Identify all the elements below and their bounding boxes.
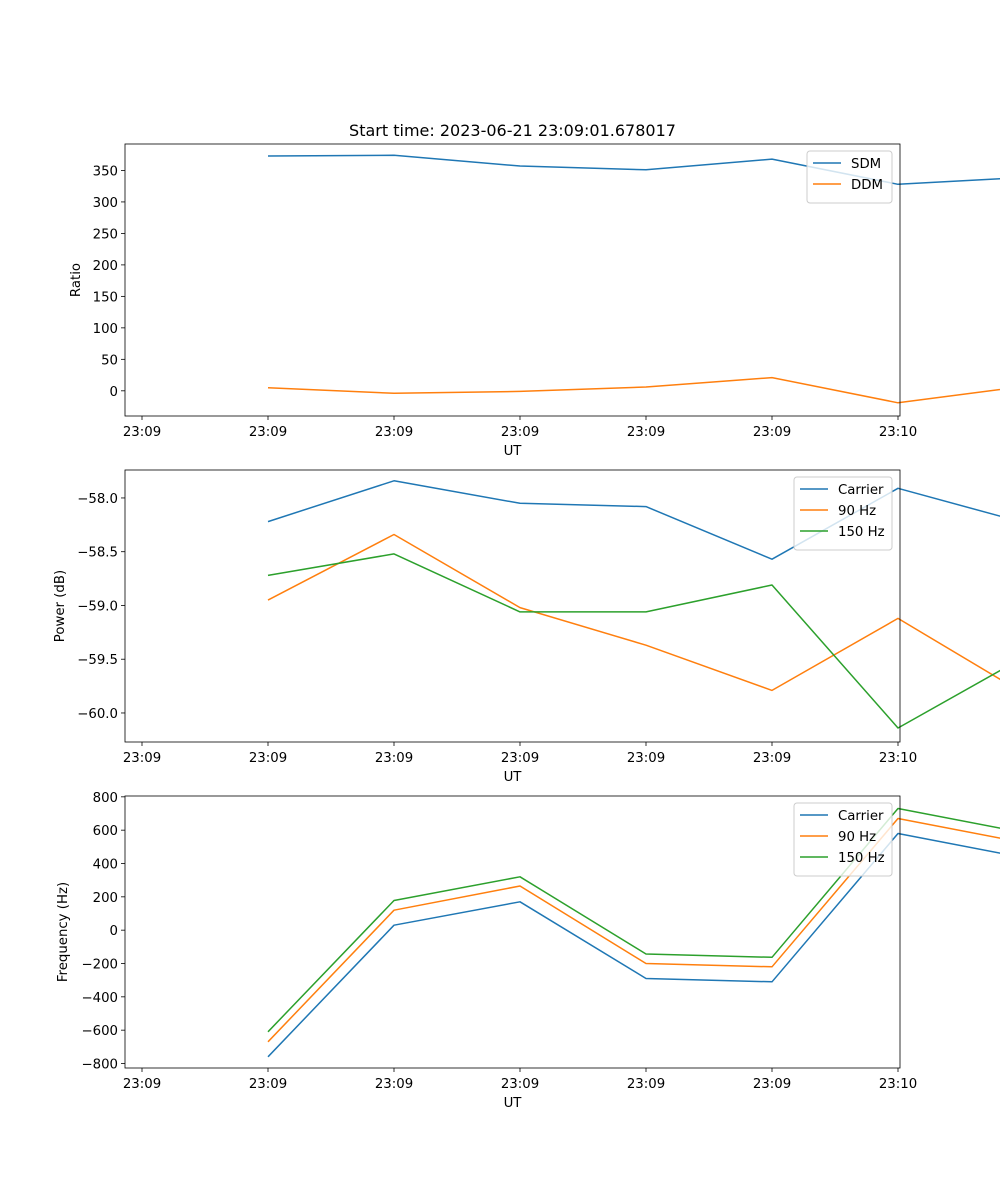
x-axis-label: UT [504,444,523,459]
x-axis-label: UT [504,1096,523,1111]
legend-label: 90 Hz [838,504,876,519]
y-tick-label: 250 [93,227,118,242]
x-tick-label: 23:09 [627,1077,665,1092]
x-tick-label: 23:10 [879,425,917,440]
y-tick-label: −60.0 [77,707,118,722]
x-tick-label: 23:09 [375,751,413,766]
y-tick-label: −400 [81,991,118,1006]
x-tick-label: 23:09 [627,751,665,766]
x-tick-label: 23:09 [753,751,791,766]
legend-label: SDM [851,157,881,172]
x-axis-label: UT [504,770,523,785]
series-line-150-hz [267,807,1000,1033]
x-tick-label: 23:09 [375,1077,413,1092]
series-line-carrier [267,832,1000,1058]
x-tick-label: 23:09 [123,1077,161,1092]
y-tick-label: 400 [93,858,118,873]
x-tick-label: 23:09 [249,751,287,766]
x-tick-label: 23:09 [753,1077,791,1092]
y-tick-label: 800 [93,791,118,806]
y-tick-label: −800 [81,1058,118,1073]
legend-label: 90 Hz [838,830,876,845]
x-tick-label: 23:09 [249,1077,287,1092]
y-tick-label: 350 [93,164,118,179]
y-tick-label: −59.5 [77,653,118,668]
series-line-90-hz [267,533,1000,692]
series-line-sdm [267,154,1000,186]
plot-frame [124,795,901,1069]
y-tick-label: 200 [93,891,118,906]
plot-frame [124,469,901,743]
x-tick-label: 23:09 [627,425,665,440]
y-tick-label: 0 [110,385,118,400]
legend-label: Carrier [838,483,884,498]
legend-label: 150 Hz [838,525,885,540]
y-tick-label: 300 [93,196,118,211]
y-axis-label: Frequency (Hz) [56,882,71,982]
y-tick-label: 0 [110,924,118,939]
y-tick-label: 150 [93,290,118,305]
x-tick-label: 23:10 [879,1077,917,1092]
subplot-2: 23:09 23:09 23:09 23:09 23:09 23:09 23:10 UT −58… [53,469,1000,785]
legend-label: Carrier [838,809,884,824]
x-tick-label: 23:09 [501,751,539,766]
figure-title: Start time: 2023-06-21 23:09:01.678017 [349,121,676,140]
plot-frame [124,143,901,417]
series-line-90-hz [267,817,1000,1043]
y-tick-label: −59.0 [77,599,118,614]
x-tick-label: 23:09 [123,751,161,766]
x-tick-label: 23:09 [753,425,791,440]
x-tick-label: 23:09 [375,425,413,440]
y-tick-label: −600 [81,1024,118,1039]
y-tick-label: −58.5 [77,546,118,561]
legend-label: DDM [851,178,883,193]
x-tick-label: 23:10 [879,751,917,766]
series-line-ddm [267,376,1000,404]
legend-label: 150 Hz [838,851,885,866]
y-axis-label: Ratio [69,263,84,297]
y-tick-label: 200 [93,259,118,274]
x-tick-label: 23:09 [501,425,539,440]
x-tick-label: 23:09 [123,425,161,440]
y-tick-label: −58.0 [77,492,118,507]
y-tick-label: 600 [93,824,118,839]
subplot-1: 23:09 23:09 23:09 23:09 23:09 23:09 23:10 UT 0 50… [69,143,1000,459]
y-axis-label: Power (dB) [53,570,68,642]
x-tick-label: 23:09 [501,1077,539,1092]
legend-box [806,150,893,204]
series-line-150-hz [267,553,1000,729]
y-tick-label: 50 [101,353,118,368]
subplot-3: 23:09 23:09 23:09 23:09 23:09 23:09 23:10 UT 800… [56,791,1000,1111]
series-line-carrier [267,480,1000,560]
y-tick-label: 100 [93,322,118,337]
x-tick-label: 23:09 [249,425,287,440]
y-tick-label: −200 [81,958,118,973]
